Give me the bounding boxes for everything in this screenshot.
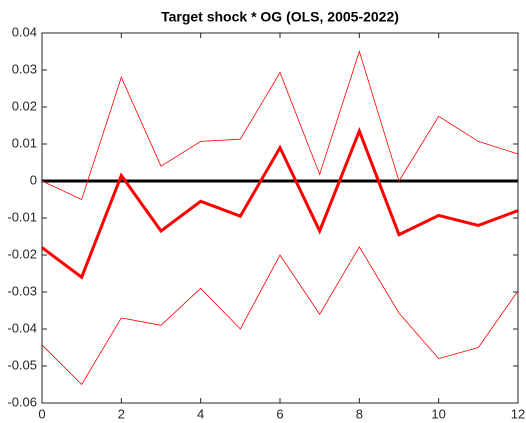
plot-frame [41, 32, 519, 404]
y-tick-label: 0.02 [12, 98, 37, 113]
x-tick-label: 6 [276, 406, 283, 421]
x-tick-label: 8 [356, 406, 363, 421]
chart-title: Target shock * OG (OLS, 2005-2022) [161, 9, 399, 25]
y-tick-label: -0.02 [7, 246, 37, 261]
x-tick-label: 4 [197, 406, 204, 421]
y-tick-label: -0.05 [7, 357, 37, 372]
x-tick-label: 10 [431, 406, 445, 421]
series-line [41, 50, 519, 201]
series-line [41, 126, 519, 280]
x-tick-label: 12 [511, 406, 525, 421]
x-tick-label: 2 [118, 406, 125, 421]
y-tick-label: -0.03 [7, 283, 37, 298]
y-tick-label: 0.04 [12, 24, 37, 39]
y-tick-label: 0.03 [12, 61, 37, 76]
y-tick-label: -0.01 [7, 209, 37, 224]
y-tick-label: -0.06 [7, 394, 37, 409]
y-tick-label: -0.04 [7, 320, 37, 335]
y-tick-label: 0 [30, 172, 37, 187]
x-tick-label: 0 [38, 406, 45, 421]
series-line [41, 246, 519, 386]
y-tick-label: 0.01 [12, 135, 37, 150]
